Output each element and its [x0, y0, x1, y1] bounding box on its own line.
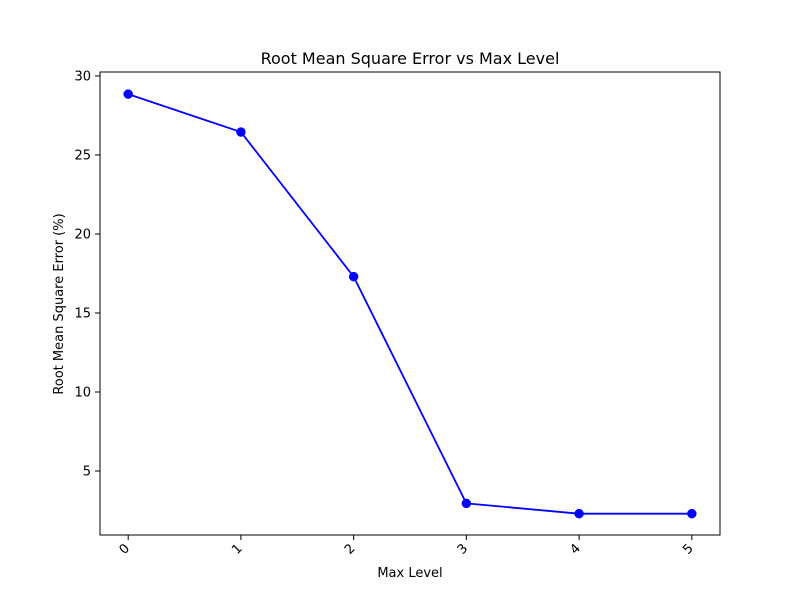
chart-title: Root Mean Square Error vs Max Level — [261, 49, 560, 68]
data-point — [687, 508, 697, 519]
x-axis-label: Max Level — [377, 566, 442, 581]
data-point — [461, 498, 472, 509]
data-point — [236, 127, 246, 137]
y-axis: 5 10 15 20 25 30 — [74, 69, 100, 480]
y-tick-label: 10 — [74, 385, 91, 400]
plot-frame — [99, 71, 721, 536]
y-tick-label: 5 — [83, 465, 91, 480]
y-tick-label: 25 — [74, 148, 91, 163]
data-point — [574, 508, 584, 519]
y-tick-label: 15 — [74, 306, 91, 321]
series-line — [127, 93, 692, 515]
y-tick-label: 20 — [74, 227, 91, 242]
series-layer — [123, 89, 697, 519]
data-point — [348, 271, 359, 282]
plot-area — [99, 71, 721, 536]
data-point — [123, 89, 133, 99]
y-axis-label: Root Mean Square Error (%) — [52, 213, 67, 394]
y-tick-label: 30 — [74, 69, 91, 84]
